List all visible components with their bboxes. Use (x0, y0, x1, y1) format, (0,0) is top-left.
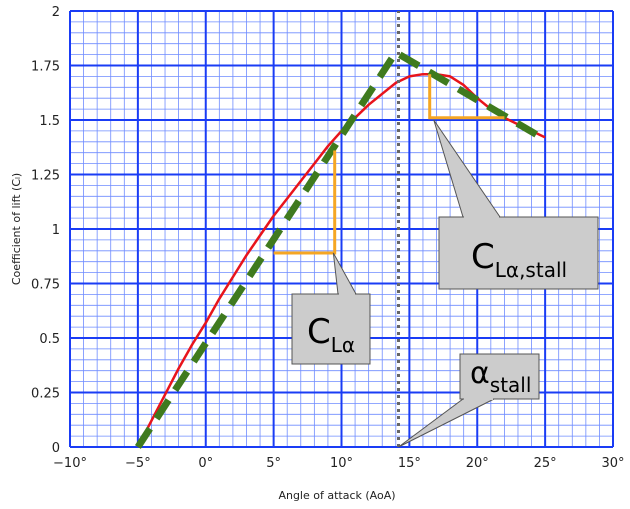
y-tick-label: 1.75 (31, 60, 60, 75)
slope-triangles (273, 74, 505, 255)
y-tick-label: 1.5 (39, 114, 60, 129)
tick-labels: −10° −5° 0° 5° 10° 15° 20° 25° 30° 0 0.25 0.5 0.75 1 1… (31, 5, 624, 471)
callout-main-symbol: C (471, 237, 495, 277)
callout-alpha-stall: αstall (398, 353, 540, 448)
x-tick-label: 20° (466, 456, 489, 471)
x-axis-title: Angle of attack (AoA) (278, 489, 395, 502)
linear-approximation-line (134, 48, 547, 449)
callout-main-symbol: α (470, 356, 490, 391)
callout-main-symbol: C (307, 312, 331, 352)
callout-label: CLα (307, 312, 355, 357)
x-tick-label: 25° (534, 456, 557, 471)
callout-label: αstall (470, 356, 531, 397)
x-tick-label: 15° (398, 456, 421, 471)
y-axis-title: Coefficient of lift (Cₗ) (10, 173, 23, 285)
callout-cla: CLα (291, 252, 371, 365)
callout-pointer (332, 252, 357, 295)
x-tick-label: −10° (53, 456, 87, 471)
x-tick-label: 10° (330, 456, 353, 471)
callout-subscript: stall (490, 373, 532, 397)
x-tick-label: 30° (601, 456, 624, 471)
callout-box (459, 353, 540, 400)
x-tick-label: 5° (266, 456, 281, 471)
callout-subscript: Lα,stall (495, 258, 567, 282)
y-tick-label: 0.5 (39, 332, 60, 347)
slope-triangle (428, 74, 505, 120)
x-tick-label: 0° (198, 456, 213, 471)
x-tick-label: −5° (125, 456, 151, 471)
y-tick-label: 1 (52, 223, 60, 238)
y-tick-label: 0.25 (31, 387, 60, 402)
y-tick-label: 0 (52, 441, 60, 456)
y-tick-label: 2 (52, 5, 60, 20)
callout-cla-stall: CLα,stall (433, 119, 599, 290)
callout-label: CLα,stall (471, 237, 567, 282)
series-layer (134, 11, 547, 449)
callout-box (291, 293, 371, 365)
y-tick-label: 1.25 (31, 169, 60, 184)
slope-triangle (273, 150, 337, 255)
callout-pointer (398, 398, 495, 448)
callout-subscript: Lα (331, 333, 355, 357)
callout-box (438, 216, 599, 290)
callout-pointer (433, 119, 501, 218)
y-tick-label: 0.75 (31, 278, 60, 293)
